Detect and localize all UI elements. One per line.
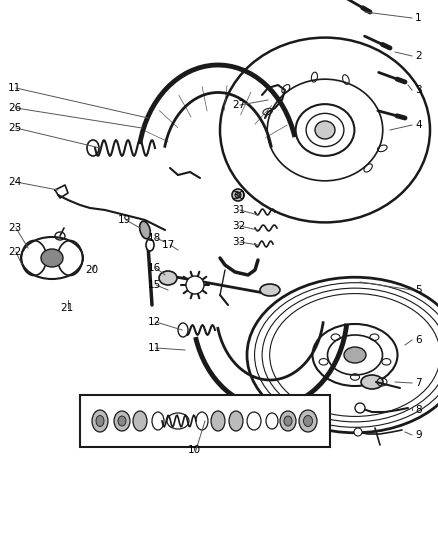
Text: 23: 23 [8, 223, 21, 233]
Ellipse shape [159, 271, 177, 285]
Ellipse shape [96, 416, 104, 426]
Ellipse shape [92, 410, 108, 432]
Text: 33: 33 [232, 237, 245, 247]
Text: 11: 11 [148, 343, 161, 353]
Circle shape [354, 428, 362, 436]
Text: 17: 17 [162, 240, 175, 250]
Ellipse shape [266, 413, 278, 429]
Text: 4: 4 [415, 120, 422, 130]
Text: 20: 20 [85, 265, 98, 275]
Text: 21: 21 [60, 303, 73, 313]
Text: 10: 10 [188, 445, 201, 455]
Ellipse shape [211, 411, 225, 431]
Text: 6: 6 [415, 335, 422, 345]
Ellipse shape [344, 347, 366, 363]
Ellipse shape [41, 249, 63, 267]
Text: 1: 1 [415, 13, 422, 23]
Ellipse shape [284, 416, 292, 426]
Ellipse shape [118, 416, 126, 426]
Text: 2: 2 [415, 51, 422, 61]
FancyBboxPatch shape [80, 395, 330, 447]
Ellipse shape [114, 411, 130, 431]
Ellipse shape [260, 284, 280, 296]
Text: 9: 9 [415, 430, 422, 440]
Ellipse shape [304, 416, 312, 426]
Circle shape [355, 403, 365, 413]
Text: 31: 31 [232, 205, 245, 215]
Ellipse shape [229, 411, 243, 431]
Text: 12: 12 [148, 317, 161, 327]
Ellipse shape [196, 412, 208, 430]
Circle shape [232, 189, 244, 201]
Text: 22: 22 [8, 247, 21, 257]
Text: 5: 5 [415, 285, 422, 295]
Text: 18: 18 [148, 233, 161, 243]
Ellipse shape [167, 413, 189, 429]
Ellipse shape [361, 375, 383, 389]
Ellipse shape [140, 221, 150, 239]
Ellipse shape [133, 411, 147, 431]
Text: 26: 26 [8, 103, 21, 113]
Ellipse shape [247, 412, 261, 430]
Ellipse shape [299, 410, 317, 432]
Text: 19: 19 [118, 215, 131, 225]
Circle shape [235, 192, 241, 198]
Text: 24: 24 [8, 177, 21, 187]
Text: 32: 32 [232, 221, 245, 231]
Text: 7: 7 [415, 378, 422, 388]
Ellipse shape [152, 412, 164, 430]
Text: 8: 8 [415, 405, 422, 415]
Text: 27: 27 [232, 100, 245, 110]
Text: 3: 3 [415, 85, 422, 95]
Ellipse shape [280, 411, 296, 431]
Text: 16: 16 [148, 263, 161, 273]
Text: 25: 25 [8, 123, 21, 133]
Text: 11: 11 [8, 83, 21, 93]
Ellipse shape [315, 121, 335, 139]
Ellipse shape [178, 323, 188, 337]
Text: 30: 30 [232, 191, 245, 201]
Ellipse shape [146, 239, 154, 251]
Text: 15: 15 [148, 280, 161, 290]
Circle shape [186, 276, 204, 294]
